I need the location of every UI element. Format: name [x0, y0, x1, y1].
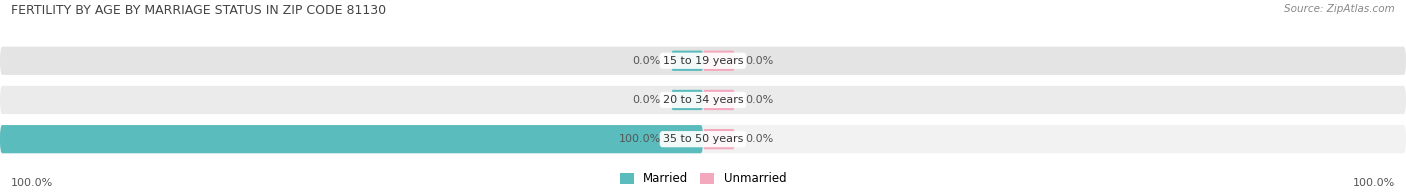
FancyBboxPatch shape [703, 90, 734, 110]
FancyBboxPatch shape [703, 129, 734, 149]
Text: 0.0%: 0.0% [745, 56, 773, 66]
FancyBboxPatch shape [0, 125, 703, 153]
FancyBboxPatch shape [0, 47, 1406, 75]
FancyBboxPatch shape [703, 51, 734, 71]
Text: 100.0%: 100.0% [11, 178, 53, 188]
FancyBboxPatch shape [672, 90, 703, 110]
Text: 35 to 50 years: 35 to 50 years [662, 134, 744, 144]
Legend: Married, Unmarried: Married, Unmarried [614, 168, 792, 190]
Text: Source: ZipAtlas.com: Source: ZipAtlas.com [1284, 4, 1395, 14]
Text: 100.0%: 100.0% [1353, 178, 1395, 188]
Text: FERTILITY BY AGE BY MARRIAGE STATUS IN ZIP CODE 81130: FERTILITY BY AGE BY MARRIAGE STATUS IN Z… [11, 4, 387, 17]
FancyBboxPatch shape [672, 51, 703, 71]
Text: 15 to 19 years: 15 to 19 years [662, 56, 744, 66]
Text: 0.0%: 0.0% [745, 134, 773, 144]
Text: 20 to 34 years: 20 to 34 years [662, 95, 744, 105]
FancyBboxPatch shape [0, 125, 1406, 153]
Text: 0.0%: 0.0% [633, 56, 661, 66]
Text: 0.0%: 0.0% [633, 95, 661, 105]
Text: 0.0%: 0.0% [745, 95, 773, 105]
Text: 100.0%: 100.0% [619, 134, 661, 144]
FancyBboxPatch shape [0, 86, 1406, 114]
